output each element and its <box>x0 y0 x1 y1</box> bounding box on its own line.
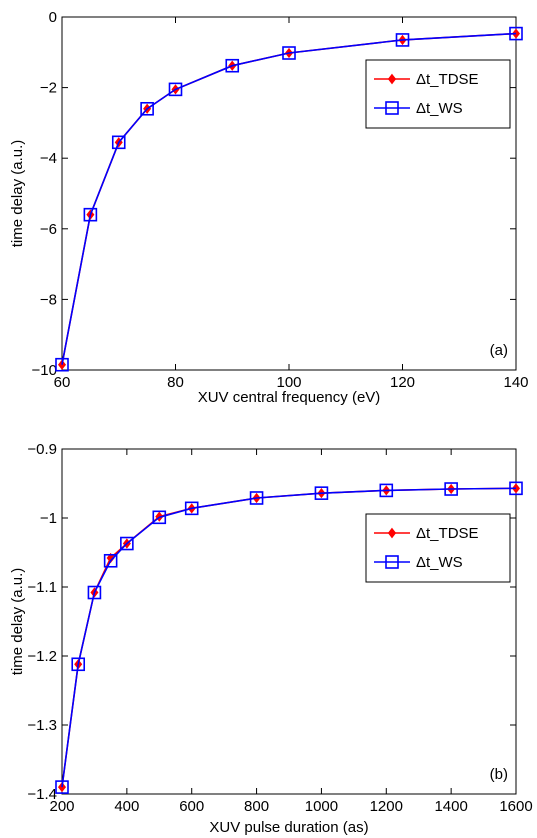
data-point-square <box>509 481 523 496</box>
x-tick-label: 1600 <box>499 798 532 815</box>
chart-panel-a: 60 80 100 120 140 0 −2 −4 −6 −8 −10 XUV central fre… <box>9 9 529 406</box>
x-tick-label: 140 <box>503 374 528 391</box>
legend-marker-diamond <box>387 527 397 539</box>
x-axis-label: XUV pulse duration (as) <box>209 819 368 836</box>
data-point-square <box>249 491 264 505</box>
data-point-square <box>509 26 523 41</box>
data-point-diamond <box>106 552 115 564</box>
data-point-square <box>55 357 69 372</box>
legend-label: Δt_TDSE <box>416 71 479 88</box>
series-line <box>61 487 517 788</box>
chart-panel-b: 200 400 600 800 1000 1200 1400 1600 −0.9 −1 −1.1 −1… <box>9 441 533 836</box>
plot-frame <box>61 448 517 795</box>
y-tick-label: −0.9 <box>27 441 57 458</box>
x-tick-label: 1000 <box>305 798 338 815</box>
x-tick-label: 800 <box>244 798 269 815</box>
data-point-square <box>379 483 394 498</box>
axis-ticks: 200 400 600 800 1000 1200 1400 1600 −0.9 −1 −1.1 −1… <box>27 441 532 815</box>
data-point-square <box>314 486 329 500</box>
panel-tag: (a) <box>490 342 508 359</box>
y-tick-label: −6 <box>40 221 57 238</box>
x-tick-label: 400 <box>114 798 139 815</box>
x-tick-label: 100 <box>276 374 301 391</box>
data-point-square <box>55 780 69 794</box>
legend-label: Δt_WS <box>416 100 463 117</box>
data-point-square <box>282 46 296 60</box>
series-ws <box>55 26 523 372</box>
x-tick-label: 600 <box>179 798 204 815</box>
x-axis-label: XUV central frequency (eV) <box>198 389 381 406</box>
legend-box <box>365 59 511 129</box>
y-tick-label: −1.3 <box>27 717 57 734</box>
y-tick-label: −1.4 <box>27 786 57 803</box>
x-tick-label: 60 <box>54 374 71 391</box>
data-point-square <box>111 135 126 150</box>
y-tick-label: −1 <box>40 510 57 527</box>
legend-box <box>365 513 511 583</box>
data-point-diamond <box>57 359 67 370</box>
legend-marker-diamond <box>387 73 397 85</box>
data-point-square <box>120 536 134 551</box>
y-tick-label: 0 <box>49 9 57 26</box>
data-point-square <box>444 482 458 496</box>
y-axis-label: time delay (a.u.) <box>9 568 26 676</box>
y-axis-label: time delay (a.u.) <box>9 140 26 248</box>
y-tick-label: −4 <box>40 150 57 167</box>
legend: Δt_TDSE Δt_WS <box>365 59 511 129</box>
data-point-square <box>168 82 183 97</box>
legend-label: Δt_TDSE <box>416 525 479 542</box>
x-tick-label: 200 <box>49 798 74 815</box>
data-point-square <box>395 33 410 47</box>
x-tick-label: 1400 <box>434 798 467 815</box>
data-point-square <box>140 101 154 116</box>
legend: Δt_TDSE Δt_WS <box>365 513 511 583</box>
y-tick-label: −2 <box>40 80 57 97</box>
legend-marker-square <box>385 101 399 115</box>
x-tick-label: 1200 <box>370 798 403 815</box>
data-point-square <box>87 585 102 600</box>
x-tick-label: 120 <box>390 374 415 391</box>
y-tick-label: −1.1 <box>27 579 57 596</box>
data-point-square <box>71 657 86 672</box>
legend-label: Δt_WS <box>416 554 463 571</box>
data-point-square <box>83 207 98 222</box>
series-line <box>61 32 517 365</box>
axis-ticks: 60 80 100 120 140 0 −2 −4 −6 −8 −10 <box>32 9 529 391</box>
data-point-diamond <box>511 28 521 39</box>
panel-tag: (b) <box>490 766 508 783</box>
data-point-square <box>184 501 199 516</box>
data-point-square <box>103 553 118 568</box>
data-point-square <box>152 510 167 525</box>
series-ws <box>55 481 523 794</box>
y-tick-label: −8 <box>40 291 57 308</box>
y-tick-label: −1.2 <box>27 648 57 665</box>
x-tick-label: 80 <box>167 374 184 391</box>
legend-marker-square <box>385 555 399 569</box>
y-tick-label: −10 <box>32 362 57 379</box>
data-point-square <box>225 58 240 73</box>
